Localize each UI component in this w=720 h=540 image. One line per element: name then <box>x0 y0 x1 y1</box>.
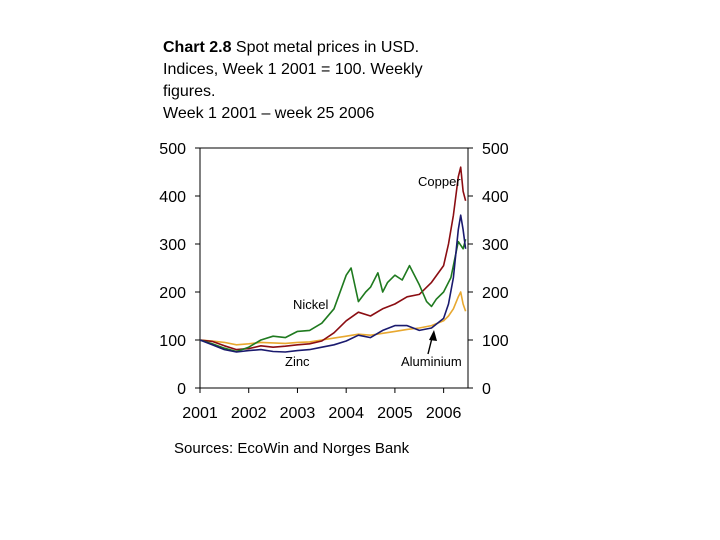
y-tick-label-left: 200 <box>159 285 186 302</box>
y-tick-label-left: 0 <box>177 381 186 398</box>
tick-labels: 0 0 100 100 200 200 300 300 400 400 500 500 2001 2002… <box>159 141 509 422</box>
y-tick-label-right: 100 <box>482 333 509 350</box>
plot-frame <box>199 147 469 389</box>
axes <box>195 147 473 393</box>
chart-number: Chart 2.8 <box>163 39 232 56</box>
y-tick-label-right: 400 <box>482 189 509 206</box>
x-tick-label: 2001 <box>182 405 218 422</box>
x-tick-label: 2004 <box>328 405 364 422</box>
x-tick-label: 2005 <box>377 405 413 422</box>
y-tick-label-left: 400 <box>159 189 186 206</box>
y-tick-label-left: 300 <box>159 237 186 254</box>
copper-label: Copper <box>418 174 461 189</box>
y-tick-label-left: 500 <box>159 141 186 158</box>
y-tick-label-right: 500 <box>482 141 509 158</box>
nickel-label: Nickel <box>293 297 329 312</box>
series-line-copper <box>199 166 467 351</box>
annotations: Copper Nickel Zinc Aluminium <box>285 174 462 369</box>
aluminium-label: Aluminium <box>401 354 462 369</box>
y-tick-label-right: 300 <box>482 237 509 254</box>
y-tick-label-right: 0 <box>482 381 491 398</box>
x-tick-label: 2002 <box>231 405 267 422</box>
series-line-nickel <box>199 238 467 353</box>
x-tick-label: 2006 <box>426 405 462 422</box>
title-line-3: figures. <box>163 83 216 100</box>
series-line-aluminium <box>199 214 467 353</box>
y-tick-label-left: 100 <box>159 333 186 350</box>
title-line-4: Week 1 2001 – week 25 2006 <box>163 105 375 122</box>
source-note: Sources: EcoWin and Norges Bank <box>174 440 410 457</box>
title-line-2: Indices, Week 1 2001 = 100. Weekly <box>163 61 423 78</box>
aluminium-arrow-head <box>429 330 437 341</box>
title-line-1: Spot metal prices in USD. <box>235 39 420 56</box>
zinc-label: Zinc <box>285 354 310 369</box>
series-line-zinc <box>199 291 467 346</box>
x-tick-label: 2003 <box>280 405 316 422</box>
series-lines <box>199 166 467 353</box>
chart-title: Chart 2.8 Spot metal prices in USD. Indi… <box>163 37 483 125</box>
y-tick-label-right: 200 <box>482 285 509 302</box>
